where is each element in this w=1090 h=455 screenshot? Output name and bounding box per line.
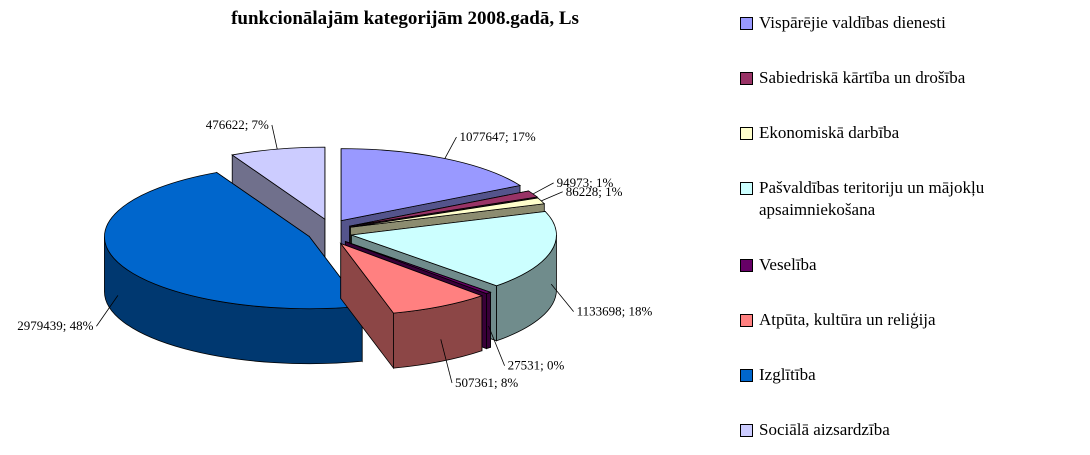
legend-label: Veselība [759,255,817,274]
legend-label: Pašvaldības teritoriju un mājokļu apsaim… [759,178,985,219]
legend-item: Pašvaldības teritoriju un mājokļu apsaim… [740,177,1085,221]
legend-item: Sabiedriskā kārtība un drošība [740,67,1085,89]
legend-swatch [740,259,753,272]
legend-swatch [740,72,753,85]
legend-item: Atpūta, kultūra un reliģija [740,309,1085,331]
legend-swatch [740,369,753,382]
legend-item: Izglītība [740,364,1085,386]
slice-top [345,241,492,295]
leader-line [550,283,574,312]
legend-item: Veselība [740,254,1085,276]
legend-label: Vispārējie valdības dienesti [759,13,946,32]
data-label: 2979439; 48% [17,318,93,333]
leader-line [532,182,554,195]
legend-swatch [740,17,753,30]
leader-line [444,136,457,159]
chart-title: funkcionālajām kategorijām 2008.gadā, Ls [231,8,579,29]
legend-swatch [740,127,753,140]
legend: Vispārējie valdības dienesti Sabiedriskā … [740,12,1085,455]
legend-item: Sociālā aizsardzība [740,419,1085,441]
legend-item: Ekonomiskā darbība [740,122,1085,144]
legend-item: Vispārējie valdības dienesti [740,12,1085,34]
leader-line [440,339,453,384]
legend-swatch [740,424,753,437]
leader-line [541,191,563,202]
data-label: 1077647; 17% [459,129,535,144]
legend-label: Sabiedriskā kārtība un drošība [759,68,966,87]
legend-swatch [740,314,753,327]
data-label: 86228; 1% [566,184,623,199]
legend-label: Sociālā aizsardzība [759,420,890,439]
data-label: 1133698; 18% [577,304,653,319]
legend-label: Atpūta, kultūra un reliģija [759,310,936,329]
pie-area: funkcionālajām kategorijām 2008.gadā, Ls… [17,8,653,390]
leader-line [488,325,505,366]
slice-top [351,211,557,287]
legend-label: Izglītība [759,365,816,384]
data-label: 507361; 8% [455,375,518,390]
data-label: 476622; 7% [206,117,269,132]
legend-label: Ekonomiskā darbība [759,123,900,142]
slice [104,171,363,365]
data-label: 27531; 0% [508,358,565,373]
slice [339,242,484,370]
slice-top [340,148,522,222]
leader-line [96,295,119,327]
slice-top [350,197,546,228]
data-label: 94973; 1% [557,175,614,190]
slice-top [231,146,326,220]
legend-swatch [740,182,753,195]
slice-top [104,172,363,310]
leader-line [271,124,278,150]
slice-top [339,242,484,314]
slice-wall [486,291,491,350]
